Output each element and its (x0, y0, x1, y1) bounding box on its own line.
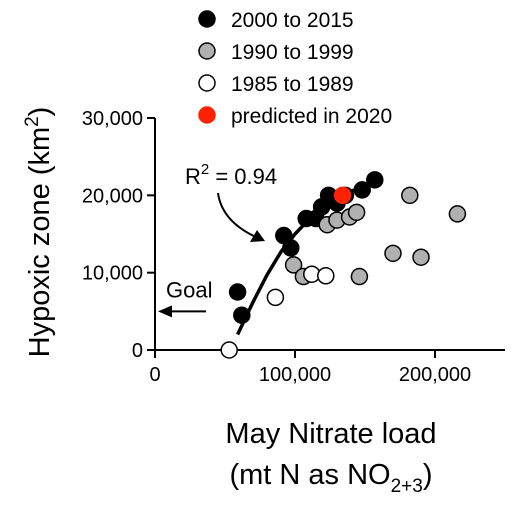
goal-arrowhead (158, 305, 172, 318)
legend-marker (198, 74, 216, 92)
data-point (366, 171, 384, 189)
y-tick-label: 10,000 (82, 263, 143, 285)
legend-label: 1985 to 1989 (231, 73, 354, 96)
x-tick-label: 0 (149, 364, 160, 386)
legend-marker (198, 106, 216, 124)
y-tick-label: 0 (132, 340, 143, 362)
y-axis-title: Hypoxic zone (km2) (22, 107, 56, 358)
data-point (401, 186, 419, 205)
x-tick-label: 100,000 (259, 364, 331, 386)
data-point (317, 267, 335, 285)
goal-label: Goal (166, 277, 212, 302)
data-point (233, 306, 251, 324)
data-point (282, 239, 300, 257)
points-layer (220, 171, 467, 359)
y-tick-label: 20,000 (82, 185, 143, 207)
axes: 0 10,000 20,000 30,000 0 100,000 200,000 (82, 108, 505, 386)
data-point (228, 283, 247, 301)
data-point (284, 256, 303, 274)
r-squared-arrow (217, 192, 259, 239)
legend-marker (198, 10, 216, 28)
data-point (448, 205, 467, 223)
legend-label: predicted in 2020 (231, 105, 392, 128)
x-axis-title-line2-end: ) (423, 459, 433, 491)
data-point (333, 186, 352, 205)
data-point (353, 181, 371, 199)
legend-label: 2000 to 2015 (231, 9, 354, 32)
annotations: R2 = 0.94 Goal (158, 161, 277, 318)
data-point (350, 267, 369, 286)
r-squared-value: = 0.94 (209, 164, 277, 189)
legend-marker (198, 42, 216, 60)
x-tick-label: 200,000 (399, 364, 471, 386)
data-point (384, 244, 402, 263)
x-axis-title-line2-main: (mt N as NO (229, 459, 390, 491)
data-point (347, 203, 366, 222)
data-point (266, 288, 285, 307)
data-point (220, 341, 238, 359)
data-point (412, 248, 430, 266)
y-tick-label: 30,000 (82, 108, 143, 130)
r-squared-r: R (185, 164, 201, 189)
r-squared-sup: 2 (201, 161, 209, 178)
legend: 2000 to 2015 1990 to 1999 1985 to 1989 pred… (198, 9, 392, 128)
x-axis-title-line2-sub: 2+3 (391, 476, 423, 497)
y-axis-title-sup: 2 (22, 116, 43, 127)
x-axis-title-line2: (mt N as NO2+3) (229, 459, 432, 497)
legend-label: 1990 to 1999 (231, 41, 354, 64)
y-axis-title-end: ) (24, 107, 56, 117)
r-squared-label: R2 = 0.94 (185, 161, 277, 189)
y-axis-title-main: Hypoxic zone (km (24, 127, 56, 357)
r-squared-arrowhead (250, 230, 265, 242)
x-axis-title-line1: May Nitrate load (225, 418, 436, 450)
